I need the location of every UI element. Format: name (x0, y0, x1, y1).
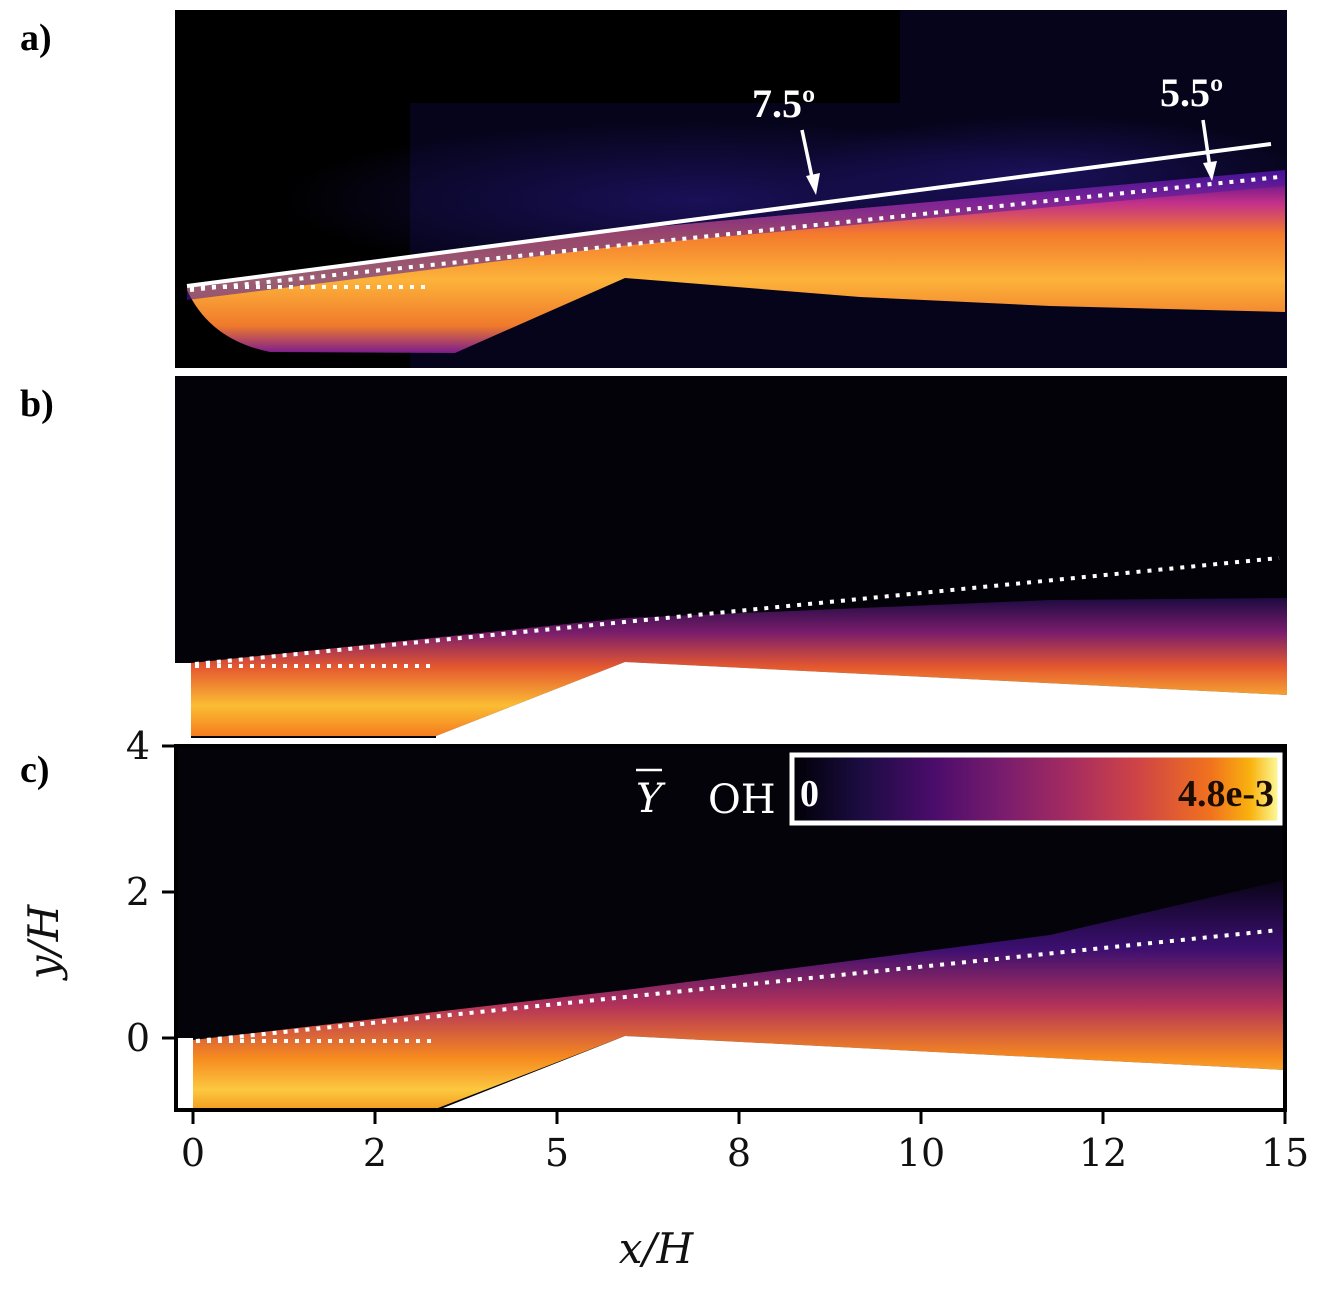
panel-b-image (175, 376, 1287, 738)
panel-a-flame (187, 170, 1285, 353)
y-tick-label: 2 (126, 870, 150, 914)
x-tick-label: 0 (181, 1131, 205, 1175)
x-tick-label: 5 (545, 1131, 569, 1175)
angle-label-solid: 7.5º (752, 81, 815, 126)
angle-arrowhead-solid (806, 173, 820, 195)
colorbar-min-label: 0 (800, 773, 819, 815)
x-tick-label: 10 (897, 1131, 945, 1175)
angle-arrow-dotted (1201, 119, 1212, 169)
y-tick-label: 0 (126, 1016, 150, 1060)
y-axis-label: y/H (19, 903, 68, 981)
panel-a-image: 7.5º 5.5º (175, 10, 1287, 368)
colorbar: Y OH 0 4.8e-3 (636, 752, 1283, 826)
panel-b-label: b) (20, 383, 54, 425)
colorbar-max-label: 4.8e-3 (1178, 773, 1274, 815)
panel-c-flame (193, 880, 1285, 1108)
panel-b-flame (191, 598, 1287, 736)
x-tick-label: 8 (727, 1131, 751, 1175)
panel-c-frame (174, 744, 1287, 1112)
angle-arrow-solid (800, 129, 815, 183)
colorbar-symbol: Y (636, 776, 666, 822)
x-axis-label: x/H (619, 1224, 695, 1273)
x-axis: 0 2 5 8 10 12 15 (181, 1110, 1309, 1175)
x-tick-label: 2 (363, 1131, 387, 1175)
colorbar-symbol-subscript: OH (708, 777, 776, 823)
panel-a-label: a) (20, 17, 52, 59)
angle-label-dotted: 5.5º (1160, 70, 1223, 115)
y-axis: 0 2 4 (126, 724, 176, 1060)
x-tick-label: 15 (1261, 1131, 1309, 1175)
panel-a-angle-line-solid (186, 142, 1272, 288)
angle-arrowhead-dotted (1203, 161, 1217, 181)
panel-c-label: c) (20, 749, 50, 791)
y-tick-label: 4 (126, 724, 150, 768)
panel-c-image (176, 746, 1285, 1110)
colorbar-gradient (789, 752, 1283, 826)
x-tick-label: 12 (1079, 1131, 1127, 1175)
